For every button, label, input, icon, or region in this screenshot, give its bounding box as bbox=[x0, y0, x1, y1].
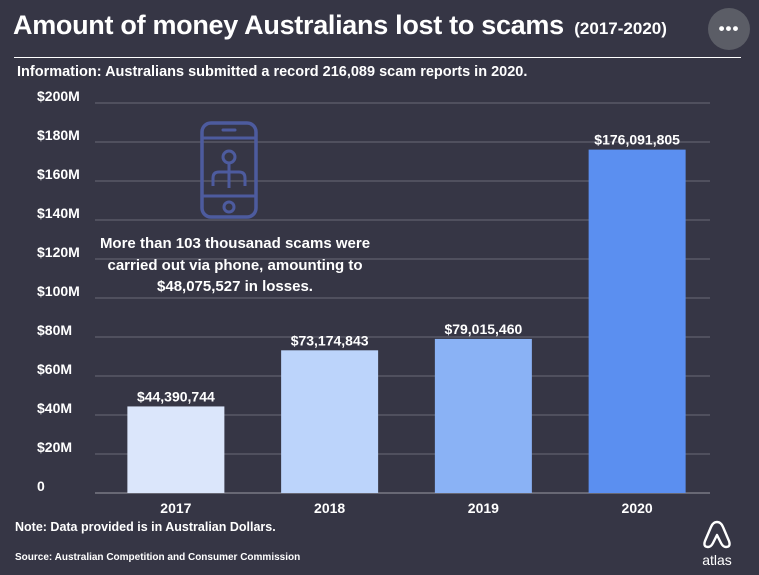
y-tick-label: $60M bbox=[37, 361, 72, 377]
source-credit: Source: Australian Competition and Consu… bbox=[15, 552, 301, 563]
y-tick-label: $160M bbox=[37, 166, 80, 182]
data-label-2018: $73,174,843 bbox=[291, 332, 369, 348]
info-prefix: Information: bbox=[17, 64, 102, 80]
data-label-2020: $176,091,805 bbox=[594, 132, 680, 148]
bars bbox=[127, 149, 686, 494]
atlas-logo-text: atlas bbox=[702, 552, 732, 568]
y-tick-label: 0 bbox=[37, 478, 45, 494]
x-tick-label-2019: 2019 bbox=[468, 500, 499, 516]
y-tick-label: $100M bbox=[37, 283, 80, 299]
y-tick-label: $140M bbox=[37, 205, 80, 221]
bar-2019[interactable] bbox=[434, 338, 532, 493]
y-tick-label: $80M bbox=[37, 322, 72, 338]
bar-2020[interactable] bbox=[588, 149, 686, 494]
phone-scams-annotation: More than 103 thousanad scams were carri… bbox=[99, 235, 371, 295]
bar-2018[interactable] bbox=[281, 350, 379, 493]
x-tick-label-2020: 2020 bbox=[622, 500, 653, 516]
data-label-2019: $79,015,460 bbox=[444, 321, 522, 337]
more-horizontal-icon: ••• bbox=[718, 19, 740, 38]
x-axis-labels: 2017 2018 2019 2020 bbox=[160, 500, 653, 516]
x-tick-label-2018: 2018 bbox=[314, 500, 345, 516]
chart-title-years: (2017-2020) bbox=[574, 19, 667, 38]
data-label-2017: $44,390,744 bbox=[137, 388, 215, 404]
y-tick-label: $200M bbox=[37, 88, 80, 104]
atlas-logo-icon bbox=[703, 520, 731, 549]
info-text: Australians submitted a record 216,089 s… bbox=[105, 64, 528, 80]
phone-touch-icon bbox=[200, 121, 258, 219]
y-tick-label: $40M bbox=[37, 400, 72, 416]
currency-note: Note: Data provided is in Australian Dol… bbox=[15, 520, 276, 534]
x-tick-label-2017: 2017 bbox=[160, 500, 191, 516]
title-divider bbox=[14, 57, 741, 58]
chart-title: Amount of money Australians lost to scam… bbox=[13, 10, 703, 50]
data-labels: $44,390,744 $73,174,843 $79,015,460 $176,09… bbox=[137, 132, 680, 405]
more-options-button[interactable]: ••• bbox=[708, 8, 750, 50]
y-tick-label: $180M bbox=[37, 127, 80, 143]
info-line: Information: Australians submitted a rec… bbox=[17, 64, 527, 80]
y-tick-label: $20M bbox=[37, 439, 72, 455]
y-axis-ticks: 0 $20M $40M $60M $80M $100M $120M $140M $160M $18… bbox=[37, 88, 80, 494]
atlas-logo[interactable]: atlas bbox=[696, 519, 738, 571]
chart-title-main: Amount of money Australians lost to scam… bbox=[13, 10, 564, 40]
y-tick-label: $120M bbox=[37, 244, 80, 260]
bar-2017[interactable] bbox=[127, 406, 225, 493]
